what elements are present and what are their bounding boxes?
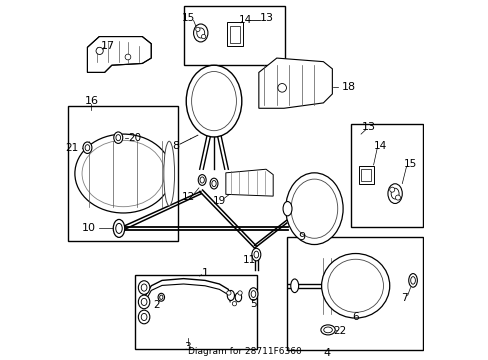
Circle shape <box>395 195 400 200</box>
Ellipse shape <box>227 291 234 301</box>
Ellipse shape <box>196 28 204 38</box>
Circle shape <box>125 54 131 60</box>
Ellipse shape <box>283 202 291 216</box>
Text: 11: 11 <box>243 255 256 265</box>
Text: 9: 9 <box>298 232 305 242</box>
Ellipse shape <box>114 132 122 143</box>
Text: 10: 10 <box>81 224 95 233</box>
Ellipse shape <box>141 284 147 291</box>
Ellipse shape <box>235 293 241 302</box>
Text: 19: 19 <box>212 196 225 206</box>
Ellipse shape <box>113 220 124 237</box>
Ellipse shape <box>253 251 258 258</box>
Ellipse shape <box>116 224 122 233</box>
Circle shape <box>232 302 236 306</box>
Circle shape <box>237 291 242 295</box>
Ellipse shape <box>210 178 218 189</box>
Ellipse shape <box>141 314 147 320</box>
Ellipse shape <box>390 188 398 199</box>
Ellipse shape <box>85 145 90 151</box>
Ellipse shape <box>323 327 332 333</box>
Ellipse shape <box>410 276 414 284</box>
Ellipse shape <box>251 291 255 297</box>
Bar <box>351 125 422 226</box>
Ellipse shape <box>211 180 216 186</box>
Bar <box>358 166 373 184</box>
Ellipse shape <box>116 135 121 141</box>
Ellipse shape <box>163 141 174 206</box>
Text: 22: 22 <box>333 325 346 336</box>
Ellipse shape <box>160 295 163 300</box>
Text: 3: 3 <box>184 342 191 352</box>
Ellipse shape <box>83 142 92 153</box>
Circle shape <box>201 35 205 39</box>
Ellipse shape <box>408 274 416 287</box>
Text: 1: 1 <box>202 268 209 278</box>
Text: 12: 12 <box>182 192 195 202</box>
Ellipse shape <box>158 293 164 301</box>
Text: Diagram for 28711F6360: Diagram for 28711F6360 <box>187 347 301 356</box>
Ellipse shape <box>138 295 149 309</box>
Ellipse shape <box>75 134 171 213</box>
Text: 2: 2 <box>153 300 160 310</box>
Text: 17: 17 <box>101 41 115 50</box>
Text: 16: 16 <box>84 96 98 106</box>
Text: 13: 13 <box>260 13 274 23</box>
Circle shape <box>277 84 286 92</box>
Text: 20: 20 <box>127 133 141 143</box>
Bar <box>68 107 178 241</box>
Ellipse shape <box>141 298 147 306</box>
Ellipse shape <box>387 184 402 203</box>
Bar <box>286 237 422 350</box>
Bar <box>135 275 257 348</box>
Text: 14: 14 <box>239 15 252 26</box>
Polygon shape <box>87 37 151 72</box>
Ellipse shape <box>251 248 260 261</box>
Circle shape <box>389 187 394 192</box>
Bar <box>183 6 284 65</box>
Text: 14: 14 <box>373 141 386 151</box>
Ellipse shape <box>200 177 204 183</box>
Polygon shape <box>225 169 273 196</box>
Ellipse shape <box>138 281 149 294</box>
Circle shape <box>195 27 200 32</box>
Circle shape <box>96 47 103 54</box>
Text: 7: 7 <box>401 293 407 303</box>
Bar <box>361 168 371 181</box>
Ellipse shape <box>320 325 335 335</box>
Ellipse shape <box>186 65 241 137</box>
Circle shape <box>226 291 230 295</box>
Text: 18: 18 <box>341 82 355 92</box>
Text: 15: 15 <box>403 159 416 169</box>
Ellipse shape <box>193 24 207 42</box>
Text: 5: 5 <box>250 300 256 310</box>
Text: 4: 4 <box>323 348 330 358</box>
Text: 6: 6 <box>352 312 358 322</box>
Text: 15: 15 <box>182 13 195 23</box>
Ellipse shape <box>198 175 206 185</box>
Text: 8: 8 <box>172 141 179 151</box>
Polygon shape <box>258 58 332 108</box>
Ellipse shape <box>321 253 389 318</box>
Bar <box>230 26 239 42</box>
Bar <box>226 22 242 45</box>
Text: 13: 13 <box>362 122 376 132</box>
Ellipse shape <box>138 310 149 324</box>
Ellipse shape <box>290 279 298 293</box>
Ellipse shape <box>285 173 343 244</box>
Ellipse shape <box>248 288 258 300</box>
Text: 21: 21 <box>65 143 79 153</box>
